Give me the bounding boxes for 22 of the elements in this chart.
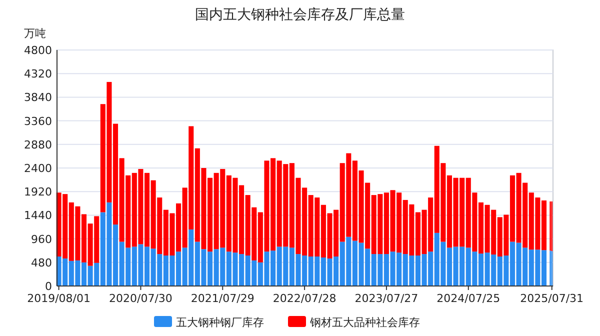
x-tick-label: 2019/08/01 xyxy=(27,292,91,305)
legend-label: 钢材五大品种社会库存 xyxy=(309,316,420,329)
y-tick-label: 1440 xyxy=(24,209,52,222)
x-tick-label: 2023/07/27 xyxy=(354,292,418,305)
legend-label: 五大钢种钢厂库存 xyxy=(176,316,264,329)
chart-title: 国内五大钢种社会库存及厂库总量 xyxy=(195,7,405,23)
y-tick-label: 3840 xyxy=(24,91,52,104)
y-tick-label: 1920 xyxy=(24,186,52,199)
x-tick-label: 2022/07/28 xyxy=(272,292,336,305)
y-tick-label: 2880 xyxy=(24,138,52,152)
y-tick-label: 2400 xyxy=(24,162,52,175)
x-tick-label: 2021/07/29 xyxy=(190,292,254,305)
y-tick-label: 0 xyxy=(45,280,52,293)
y-axis-title: 万吨 xyxy=(24,27,46,40)
y-tick-label: 960 xyxy=(31,232,52,246)
x-tick-label: 2020/07/30 xyxy=(109,292,172,305)
x-tick-label: 2025/07/31 xyxy=(520,292,584,305)
y-tick-label: 3360 xyxy=(24,114,52,128)
y-tick-label: 4800 xyxy=(24,44,52,57)
y-tick-label: 4320 xyxy=(24,68,52,81)
y-tick-label: 480 xyxy=(31,256,52,270)
x-tick-label: 2024/07/25 xyxy=(436,292,500,305)
